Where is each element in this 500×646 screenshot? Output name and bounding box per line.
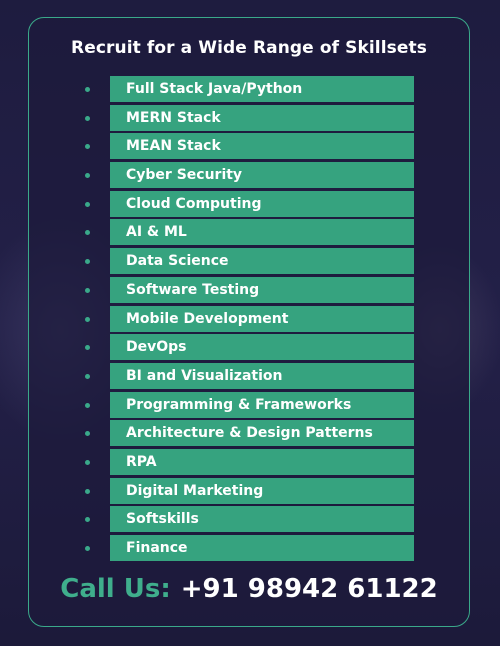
bullet-icon [85, 488, 90, 494]
bullet-icon [85, 402, 90, 408]
bullet-icon [85, 546, 90, 551]
skill-label: RPA [110, 448, 414, 475]
bullet-icon [85, 287, 90, 293]
skill-label: Architecture & Design Patterns [110, 420, 414, 447]
list-item: Finance [0, 535, 500, 564]
phone-number-link[interactable]: +91 98942 61122 [180, 574, 438, 604]
list-item: MEAN Stack [0, 133, 500, 162]
skill-label: Programming & Frameworks [110, 391, 414, 418]
skill-label: MERN Stack [110, 104, 414, 131]
page-title: Recruit for a Wide Range of Skillsets [71, 38, 427, 58]
bullet-icon [85, 345, 90, 351]
list-item: Software Testing [0, 276, 500, 306]
list-item: Programming & Frameworks [0, 391, 500, 421]
list-item: MERN Stack [0, 104, 500, 134]
skill-label: Software Testing [110, 276, 414, 303]
list-item: BI and Visualization [0, 362, 500, 392]
skill-label: Digital Marketing [110, 477, 414, 504]
skill-label: Finance [110, 535, 414, 561]
list-item: Architecture & Design Patterns [0, 420, 500, 449]
bullet-icon [85, 115, 90, 121]
skill-label: BI and Visualization [110, 362, 414, 389]
skill-label: Cyber Security [110, 162, 414, 189]
bullet-icon [85, 316, 90, 322]
bullet-icon [85, 517, 90, 523]
skill-label: Full Stack Java/Python [110, 76, 414, 102]
skill-label: Data Science [110, 248, 414, 275]
list-item: Mobile Development [0, 305, 500, 335]
bullet-icon [85, 431, 90, 437]
bullet-icon [85, 201, 90, 207]
list-item: Digital Marketing [0, 477, 500, 507]
list-item: Cyber Security [0, 162, 500, 191]
bullet-icon [85, 459, 90, 465]
bullet-icon [85, 173, 90, 179]
list-item: Cloud Computing [0, 190, 500, 220]
list-item: RPA [0, 448, 500, 478]
skills-list: Full Stack Java/Python MERN Stack MEAN S… [0, 76, 500, 564]
skill-label: AI & ML [110, 219, 414, 246]
call-us-label: Call Us: [60, 574, 171, 604]
list-item: Full Stack Java/Python [0, 76, 500, 105]
skill-label: MEAN Stack [110, 133, 414, 160]
skill-label: DevOps [110, 334, 414, 361]
list-item: Softskills [0, 506, 500, 535]
bullet-icon [85, 144, 90, 150]
bullet-icon [85, 87, 90, 92]
call-us-line: Call Us: +91 98942 61122 [28, 574, 470, 604]
list-item: DevOps [0, 334, 500, 363]
skill-label: Cloud Computing [110, 190, 414, 217]
bullet-icon [85, 230, 90, 236]
list-item: Data Science [0, 248, 500, 277]
bullet-icon [85, 259, 90, 265]
list-item: AI & ML [0, 219, 500, 248]
skill-label: Softskills [110, 506, 414, 533]
bullet-icon [85, 373, 90, 379]
skill-label: Mobile Development [110, 305, 414, 332]
